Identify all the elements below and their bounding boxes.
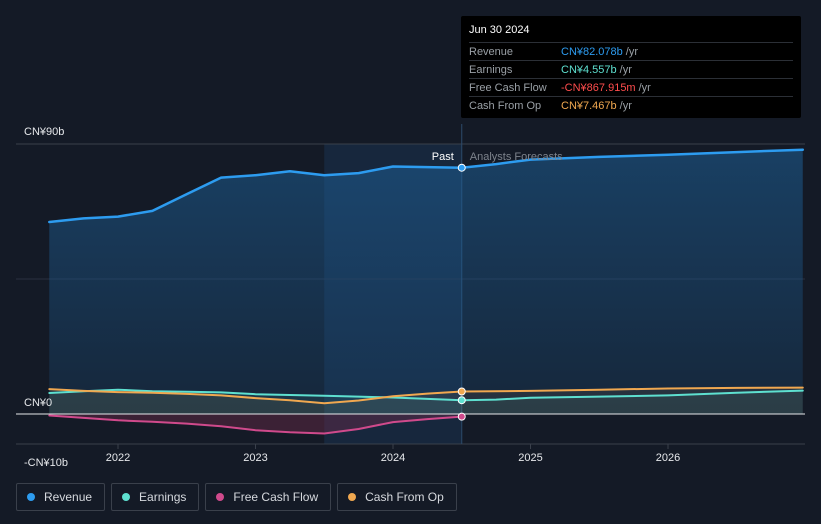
tooltip-row-free-cash-flow: Free Cash Flow -CN¥867.915m /yr — [469, 78, 793, 96]
past-label: Past — [432, 151, 454, 163]
tooltip-value: -CN¥867.915m — [561, 81, 636, 94]
cash-from-op-dot-icon — [348, 493, 357, 501]
tooltip-unit: /yr — [619, 63, 632, 76]
forecast-label: Analysts Forecasts — [470, 151, 563, 163]
earnings-dot-icon — [122, 493, 131, 501]
tooltip-date: Jun 30 2024 — [469, 24, 530, 36]
tooltip-value: CN¥4.557b — [561, 63, 617, 76]
free-cash-flow-line — [48, 414, 463, 435]
tooltip-label: Earnings — [469, 63, 513, 76]
cash-from-op-marker — [457, 387, 466, 396]
legend-label: Earnings — [139, 490, 187, 504]
legend-label: Revenue — [44, 490, 93, 504]
legend-item-cash-from-op[interactable]: Cash From Op — [337, 483, 457, 511]
free-cash-flow-dot-icon — [216, 493, 225, 501]
y-tick-label: CN¥0 — [24, 397, 52, 409]
x-tick-label: 2022 — [106, 452, 130, 464]
y-tick-label: CN¥90b — [24, 126, 64, 138]
legend-label: Cash From Op — [365, 490, 444, 504]
chart-legend: Revenue Earnings Free Cash Flow Cash Fro… — [16, 483, 457, 511]
legend-item-free-cash-flow[interactable]: Free Cash Flow — [205, 483, 332, 511]
x-tick-label: 2024 — [381, 452, 405, 464]
revenue-dot-icon — [27, 493, 35, 501]
legend-label: Free Cash Flow — [233, 490, 319, 504]
tooltip-unit: /yr — [625, 45, 639, 58]
x-tick-label: 2025 — [518, 452, 542, 464]
tooltip-label: Revenue — [469, 45, 514, 58]
earnings-line — [48, 388, 804, 402]
tooltip-row-cash-from-op: Cash From Op CN¥7.467b /yr — [469, 96, 793, 114]
tooltip-unit: /yr — [619, 99, 632, 112]
cash-from-op-line — [48, 386, 804, 405]
tooltip-row-earnings: Earnings CN¥4.557b /yr — [469, 60, 793, 78]
free-cash-flow-marker — [457, 412, 466, 421]
data-tooltip: Jun 30 2024 Revenue CN¥82.078b /yr Earni… — [461, 16, 801, 118]
x-tick-label: 2026 — [656, 452, 680, 464]
tooltip-label: Cash From Op — [469, 99, 542, 112]
revenue-marker — [457, 163, 466, 172]
tooltip-row-revenue: Revenue CN¥82.078b /yr — [469, 42, 793, 60]
x-tick-label: 2023 — [243, 452, 267, 464]
tooltip-label: Free Cash Flow — [469, 81, 547, 94]
tooltip-unit: /yr — [638, 81, 651, 94]
tooltip-value: CN¥82.078b — [561, 45, 623, 58]
legend-item-earnings[interactable]: Earnings — [111, 483, 200, 511]
cash-from-op-area — [49, 387, 803, 414]
y-tick-label: -CN¥10b — [24, 457, 68, 469]
revenue-area — [49, 149, 803, 414]
revenue-line — [48, 148, 805, 224]
earnings-marker — [457, 396, 466, 405]
tooltip-value: CN¥7.467b — [561, 99, 617, 112]
legend-item-revenue[interactable]: Revenue — [16, 483, 106, 511]
